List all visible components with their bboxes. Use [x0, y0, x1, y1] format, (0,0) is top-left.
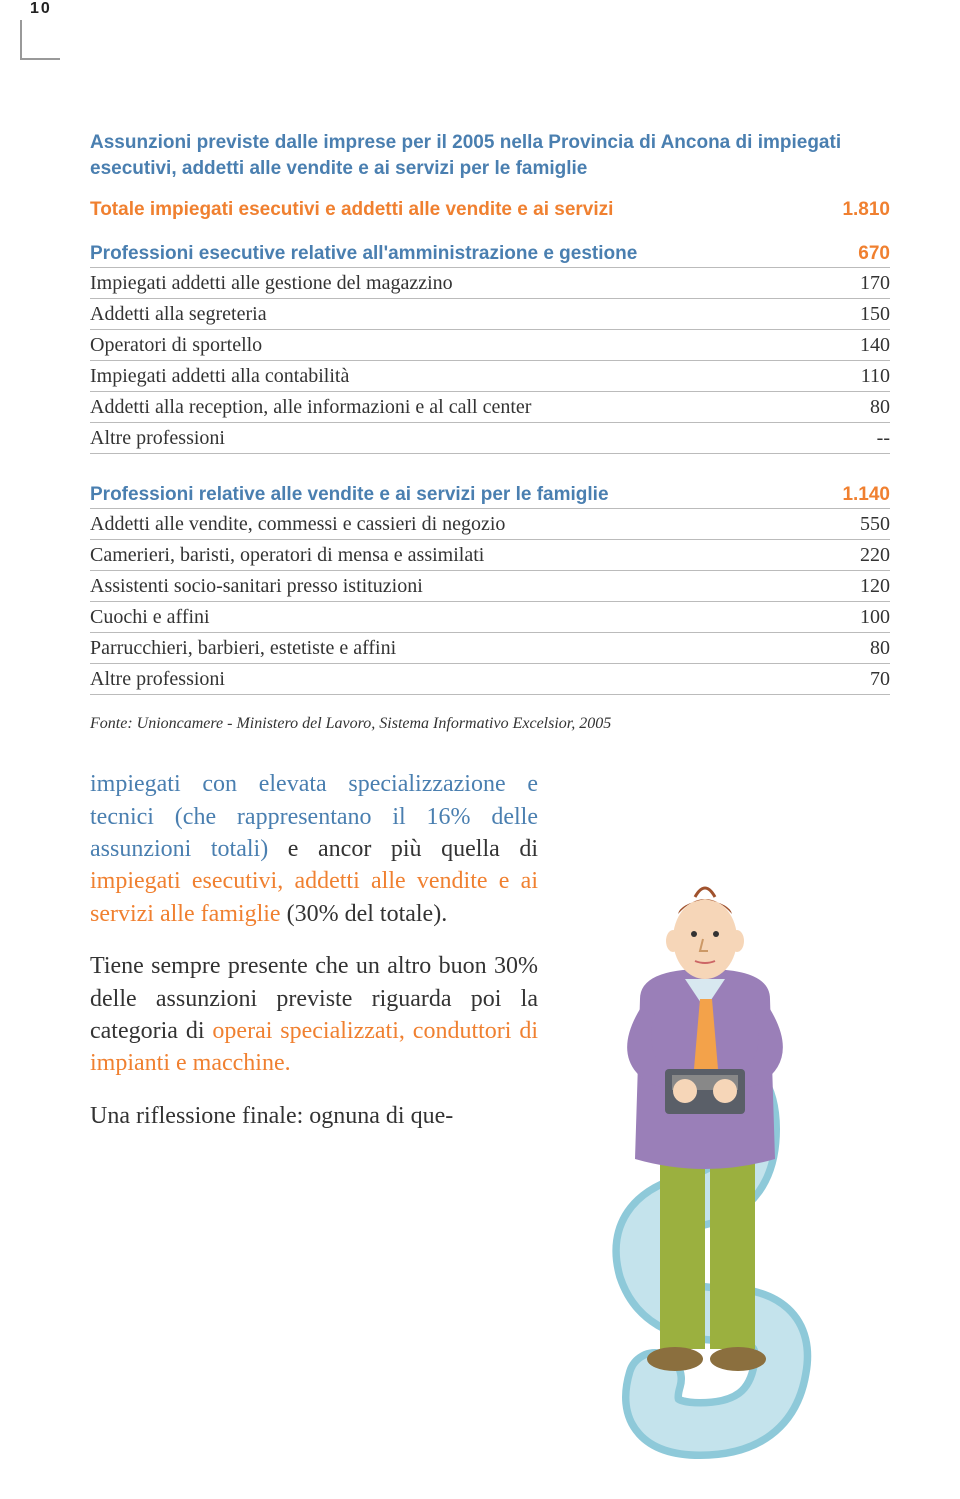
- section2-value: 1.140: [842, 484, 890, 506]
- total-label: Totale impiegati esecutivi e addetti all…: [90, 199, 613, 221]
- row-label: Altre professioni: [90, 425, 225, 451]
- total-value: 1.810: [842, 199, 890, 221]
- box-title: Assunzioni previste dalle imprese per il…: [90, 130, 890, 181]
- table-row: Impiegati addetti alla contabilità 110: [90, 361, 890, 392]
- section1-label: Professioni esecutive relative all'ammin…: [90, 243, 637, 265]
- shoe-right: [710, 1347, 766, 1371]
- page-number: 10: [30, 0, 52, 18]
- section1-value: 670: [858, 243, 890, 265]
- row-label: Parrucchieri, barbieri, estetiste e affi…: [90, 635, 396, 661]
- ear-left: [666, 930, 680, 952]
- section2-head: Professioni relative alle vendite e ai s…: [90, 484, 890, 509]
- row-value: 80: [830, 394, 890, 420]
- body-text: impiegati con elevata specializzazione e…: [90, 768, 538, 1132]
- table-row: Altre professioni 70: [90, 664, 890, 695]
- row-value: 140: [830, 332, 890, 358]
- hand-left: [673, 1079, 697, 1103]
- table-row: Addetti alla reception, alle informazion…: [90, 392, 890, 423]
- row-value: 100: [830, 604, 890, 630]
- hand-right: [713, 1079, 737, 1103]
- shoe-left: [647, 1347, 703, 1371]
- table-row: Operatori di sportello 140: [90, 330, 890, 361]
- table-row: Assistenti socio-sanitari presso istituz…: [90, 571, 890, 602]
- table-row: Camerieri, baristi, operatori di mensa e…: [90, 540, 890, 571]
- row-label: Addetti alla segreteria: [90, 301, 267, 327]
- p1-plain-2: (30% del totale).: [281, 901, 448, 927]
- illustration-man-receipt: [490, 869, 910, 1469]
- row-value: 120: [830, 573, 890, 599]
- row-value: 80: [830, 635, 890, 661]
- table-row: Impiegati addetti alle gestione del maga…: [90, 268, 890, 299]
- paragraph-1: impiegati con elevata specializzazione e…: [90, 768, 538, 930]
- p1-plain-1: e ancor più quella di: [268, 836, 538, 862]
- table-row: Parrucchieri, barbieri, estetiste e affi…: [90, 633, 890, 664]
- row-value: 110: [830, 363, 890, 389]
- row-value: --: [830, 425, 890, 451]
- head: [673, 899, 737, 979]
- row-value: 70: [830, 666, 890, 692]
- eye-left: [691, 931, 697, 937]
- row-value: 170: [830, 270, 890, 296]
- section1-head: Professioni esecutive relative all'ammin…: [90, 243, 890, 268]
- table-row: Addetti alla segreteria 150: [90, 299, 890, 330]
- table-row: Addetti alle vendite, commessi e cassier…: [90, 509, 890, 540]
- paragraph-3: Una riflessione finale: ognuna di que-: [90, 1100, 538, 1132]
- row-value: 550: [830, 511, 890, 537]
- leg-left: [660, 1149, 705, 1349]
- row-label: Operatori di sportello: [90, 332, 262, 358]
- table-row: Cuochi e affini 100: [90, 602, 890, 633]
- total-row: Totale impiegati esecutivi e addetti all…: [90, 199, 890, 221]
- row-label: Altre professioni: [90, 666, 225, 692]
- row-label: Addetti alle vendite, commessi e cassier…: [90, 511, 505, 537]
- source-note: Fonte: Unioncamere - Ministero del Lavor…: [90, 715, 890, 733]
- table-row: Altre professioni --: [90, 423, 890, 454]
- row-label: Cuochi e affini: [90, 604, 210, 630]
- row-label: Assistenti socio-sanitari presso istituz…: [90, 573, 423, 599]
- paragraph-2: Tiene sempre presente che un altro buon …: [90, 950, 538, 1080]
- row-label: Addetti alla reception, alle informazion…: [90, 394, 531, 420]
- row-value: 220: [830, 542, 890, 568]
- row-label: Impiegati addetti alle gestione del maga…: [90, 270, 453, 296]
- row-label: Impiegati addetti alla contabilità: [90, 363, 349, 389]
- leg-right: [710, 1149, 755, 1349]
- section2-label: Professioni relative alle vendite e ai s…: [90, 484, 609, 506]
- row-value: 150: [830, 301, 890, 327]
- row-label: Camerieri, baristi, operatori di mensa e…: [90, 542, 484, 568]
- page-corner-decoration: [20, 20, 60, 60]
- hair-tuft: [695, 888, 715, 897]
- eye-right: [713, 931, 719, 937]
- ear-right: [730, 930, 744, 952]
